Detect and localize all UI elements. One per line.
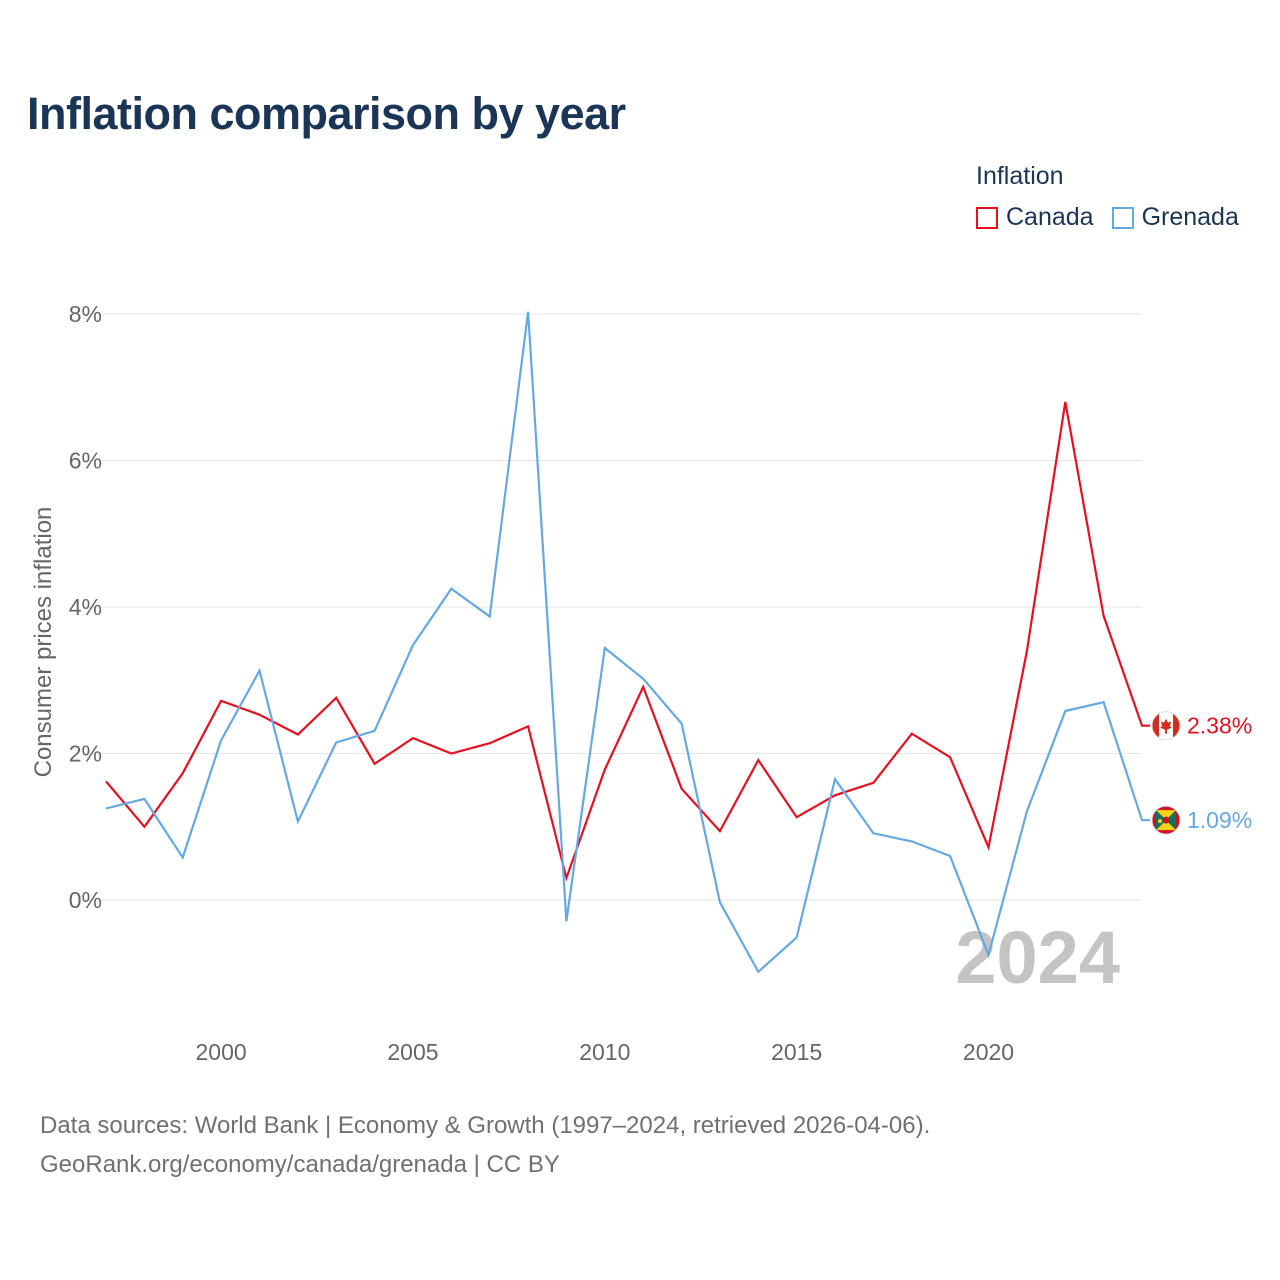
data-point-canada[interactable] [1098,610,1110,622]
data-point-canada[interactable] [253,709,265,721]
x-tick-label: 2000 [196,1039,247,1065]
data-point-grenada[interactable] [1059,705,1071,717]
data-point-canada[interactable] [292,728,304,740]
data-point-canada[interactable] [215,695,227,707]
data-point-canada[interactable] [944,751,956,763]
data-point-canada[interactable] [445,748,457,760]
legend: Inflation Canada Grenada [976,162,1257,232]
y-axis: 0% 2% 4% 6% 8% [69,301,102,913]
legend-swatch-canada [976,206,998,229]
x-tick-label: 2020 [963,1039,1014,1065]
data-point-grenada[interactable] [560,915,572,927]
data-point-grenada[interactable] [637,673,649,685]
data-point-canada[interactable] [676,783,688,795]
data-point-canada[interactable] [330,692,342,704]
data-point-canada[interactable] [1021,645,1033,657]
x-tick-label: 2015 [771,1039,822,1065]
legend-label-grenada: Grenada [1141,203,1239,231]
data-point-grenada[interactable] [867,827,879,839]
data-point-grenada[interactable] [407,639,419,651]
data-point-canada[interactable] [906,728,918,740]
source-note: Data sources: World Bank | Economy & Gro… [40,1106,930,1184]
data-point-canada[interactable] [522,720,534,732]
data-point-canada[interactable] [407,732,419,744]
data-point-grenada[interactable] [445,583,457,595]
data-point-canada[interactable] [867,777,879,789]
y-tick-label: 2% [69,741,102,767]
y-tick-label: 0% [69,887,102,913]
data-point-grenada[interactable] [1098,696,1110,708]
legend-item-canada[interactable]: Canada [976,203,1094,232]
x-tick-label: 2005 [387,1039,438,1065]
data-point-canada[interactable] [138,821,150,833]
data-point-grenada[interactable] [829,773,841,785]
source-line-2: GeoRank.org/economy/canada/grenada | CC … [40,1151,560,1178]
data-point-grenada[interactable] [983,949,995,961]
data-point-grenada[interactable] [292,816,304,828]
canada-flag-icon [1151,711,1181,741]
data-point-grenada[interactable] [177,852,189,864]
legend-item-grenada[interactable]: Grenada [1111,203,1239,232]
end-labels: 2.38% 1.09% [1151,711,1252,835]
data-point-canada[interactable] [1136,720,1148,732]
data-point-grenada[interactable] [752,966,764,978]
x-axis: 2000 2005 2010 2015 2020 [196,1039,1015,1065]
data-point-grenada[interactable] [676,717,688,729]
data-point-canada[interactable] [599,764,611,776]
grenada-flag-icon [1151,805,1181,835]
y-tick-label: 8% [69,301,102,327]
x-tick-label: 2010 [579,1039,630,1065]
series-lines [100,306,1150,978]
legend-swatch-grenada [1111,206,1134,229]
gridlines [84,313,1142,901]
y-tick-label: 4% [69,594,102,620]
end-label-canada: 2.38% [1187,713,1252,739]
data-point-grenada[interactable] [599,642,611,654]
data-point-grenada[interactable] [369,725,381,737]
data-point-grenada[interactable] [1136,814,1148,826]
data-point-grenada[interactable] [1021,805,1033,817]
chart-title: Inflation comparison by year [27,88,626,139]
data-point-canada[interactable] [791,811,803,823]
data-point-grenada[interactable] [944,850,956,862]
data-point-grenada[interactable] [714,896,726,908]
data-point-grenada[interactable] [330,737,342,749]
data-point-canada[interactable] [983,841,995,853]
series-line-canada[interactable] [105,401,1150,882]
legend-label-canada: Canada [1006,203,1094,231]
data-point-canada[interactable] [177,767,189,779]
data-point-grenada[interactable] [484,611,496,623]
series-line-grenada[interactable] [105,311,1150,974]
year-watermark: 2024 [955,916,1120,999]
data-point-canada[interactable] [752,754,764,766]
legend-title: Inflation [976,162,1064,190]
y-tick-label: 6% [69,448,102,474]
data-point-grenada[interactable] [791,931,803,943]
data-point-canada[interactable] [714,825,726,837]
y-axis-title: Consumer prices inflation [30,507,57,778]
data-point-grenada[interactable] [100,802,112,814]
data-point-canada[interactable] [100,775,112,787]
data-point-grenada[interactable] [253,665,265,677]
data-point-canada[interactable] [560,872,572,884]
end-label-grenada: 1.09% [1187,807,1252,833]
data-point-canada[interactable] [1059,396,1071,408]
data-point-canada[interactable] [484,737,496,749]
data-point-grenada[interactable] [522,306,534,318]
source-line-1: Data sources: World Bank | Economy & Gro… [40,1112,931,1139]
data-point-grenada[interactable] [138,793,150,805]
data-point-grenada[interactable] [906,835,918,847]
data-point-canada[interactable] [369,758,381,770]
data-point-grenada[interactable] [215,734,227,746]
line-chart: 0% 2% 4% 6% 8% 2000 2005 2010 2015 2020 2024 2.3… [30,301,1252,1065]
